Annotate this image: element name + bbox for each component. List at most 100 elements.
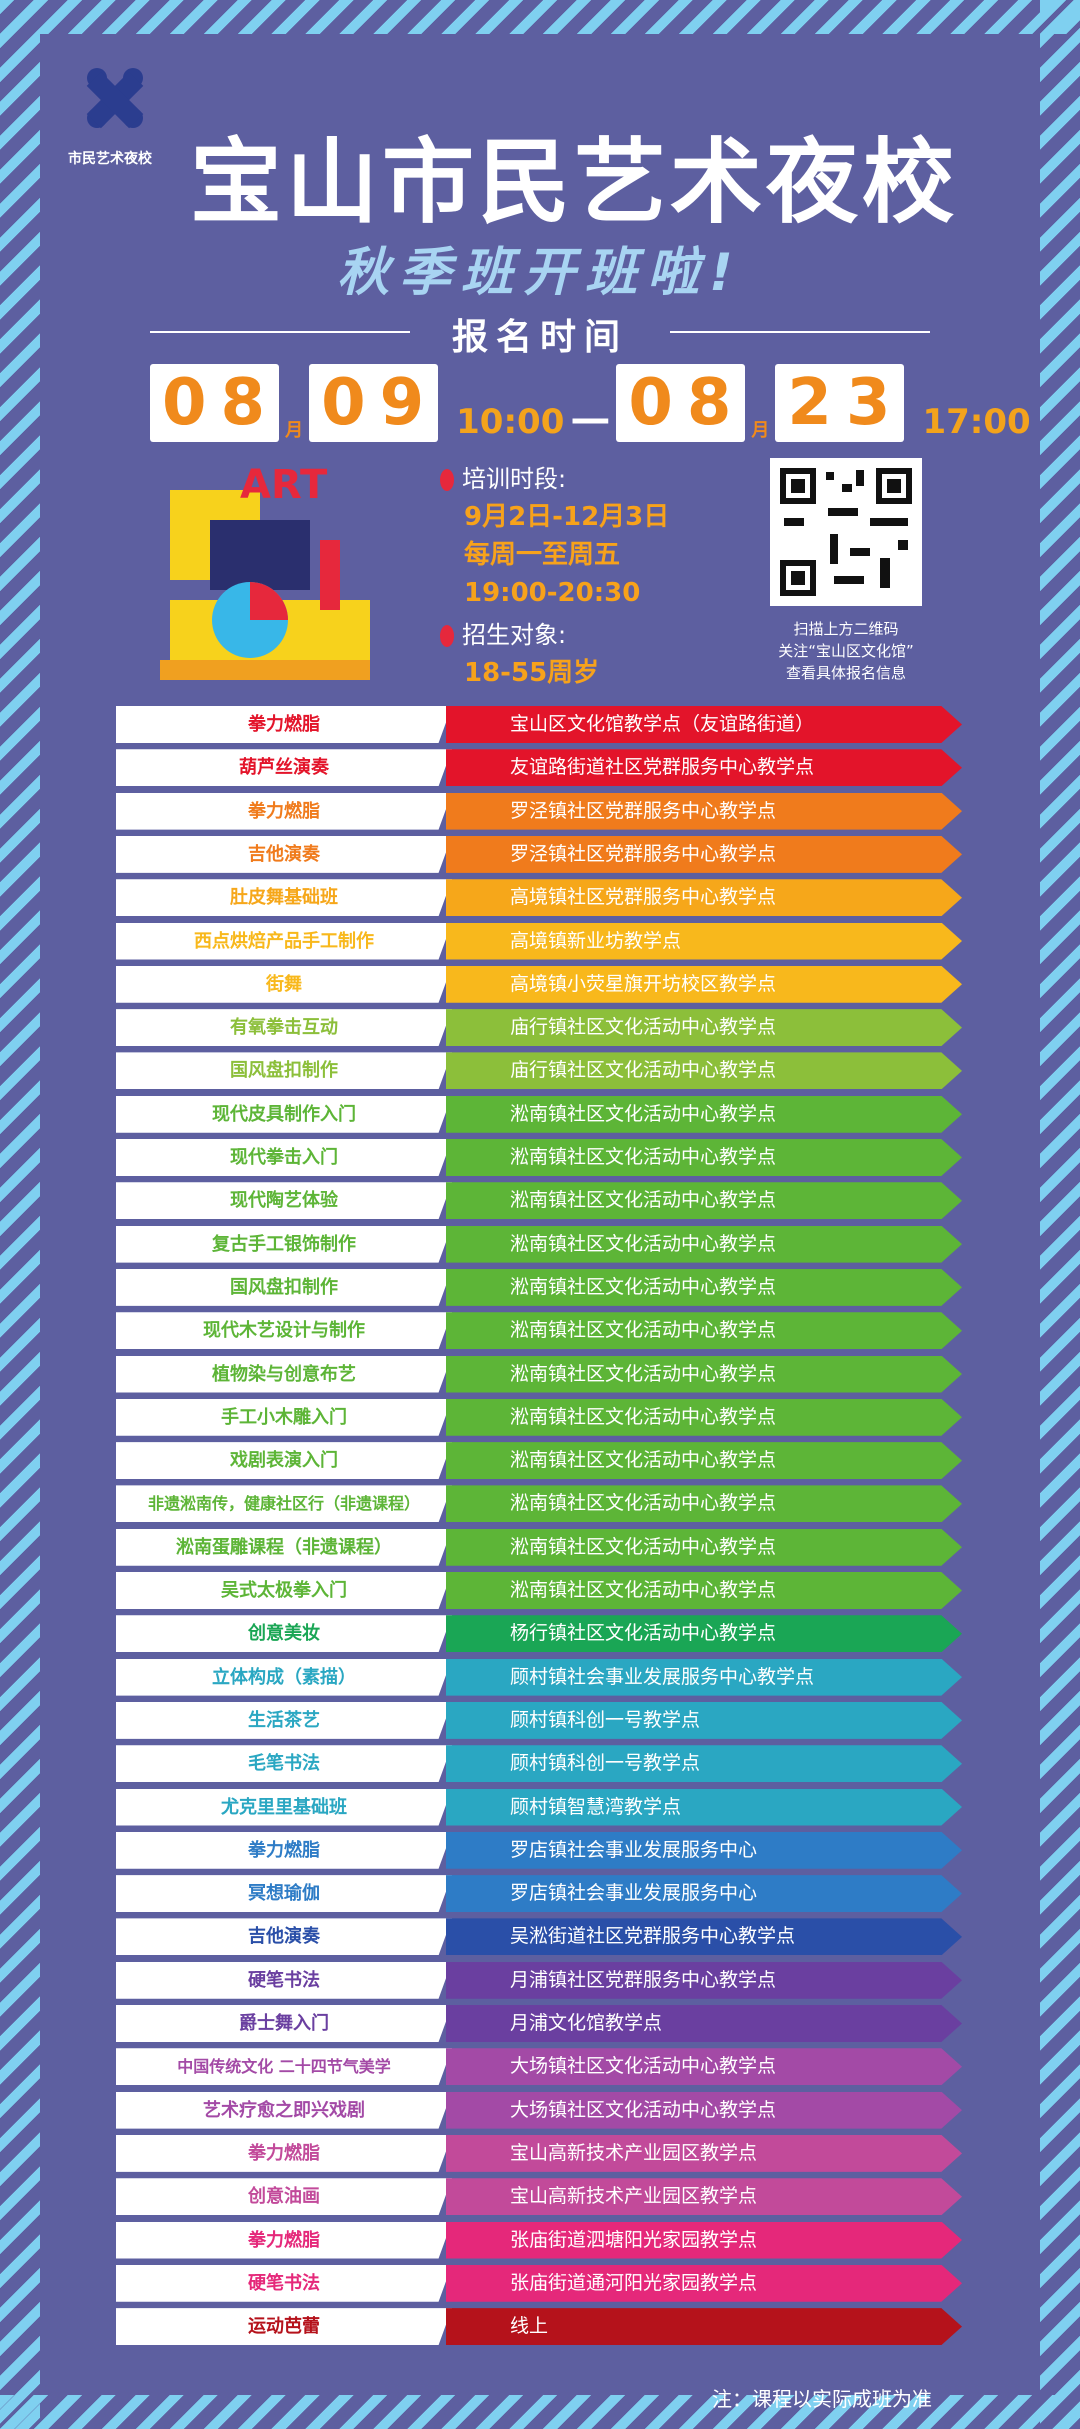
- course-name: 现代陶艺体验: [116, 1182, 452, 1220]
- course-location: 月浦文化馆教学点: [446, 2005, 962, 2042]
- subtitle: 秋季班开班啦!: [337, 243, 743, 303]
- course-name: 硬笔书法: [116, 1961, 452, 1999]
- registration-label: 报名时间: [451, 317, 628, 358]
- title: 宝山市民艺术夜校: [190, 129, 959, 236]
- qr-code: [770, 458, 922, 606]
- border-stripe: [0, 0, 1080, 34]
- course-location: 淞南镇社区文化活动中心教学点: [446, 1312, 962, 1350]
- border-stripe: [1040, 0, 1080, 2429]
- course-name: 拳力燃脂: [116, 2134, 452, 2172]
- divider: [150, 331, 410, 333]
- course-name: 立体构成（素描）: [116, 1658, 452, 1696]
- course-location: 宝山高新技术产业园区教学点: [446, 2178, 962, 2216]
- course-location: 淞南镇社区文化活动中心教学点: [446, 1528, 962, 1566]
- period-label: 培训时段:: [462, 465, 567, 493]
- course-location: 淞南镇社区文化活动中心教学点: [446, 1355, 962, 1393]
- course-location: 顾村镇科创一号教学点: [446, 1701, 962, 1739]
- course-name: 拳力燃脂: [116, 2221, 452, 2259]
- course-name: 现代木艺设计与制作: [116, 1312, 452, 1350]
- course-name: 创意油画: [116, 2178, 452, 2216]
- course-name: 街舞: [116, 965, 452, 1003]
- course-name: 拳力燃脂: [116, 792, 452, 830]
- art-text: ART: [240, 462, 328, 508]
- course-location: 淞南镇社区文化活动中心教学点: [446, 1182, 962, 1220]
- qr-caption-line: 关注“宝山区文化馆”: [778, 642, 914, 660]
- course-location: 罗泾镇社区党群服务中心教学点: [446, 792, 962, 830]
- course-location: 杨行镇社区文化活动中心教学点: [446, 1615, 962, 1653]
- course-location: 宝山高新技术产业园区教学点: [446, 2134, 962, 2172]
- course-location: 淞南镇社区文化活动中心教学点: [446, 1572, 962, 1609]
- course-location: 淞南镇社区文化活动中心教学点: [446, 1485, 962, 1523]
- course-location: 宝山区文化馆教学点（友谊路街道）: [446, 706, 962, 743]
- target-label: 招生对象:: [462, 621, 567, 649]
- period-time: 19:00-20:30: [464, 578, 641, 608]
- footer-note: 注：课程以实际成班为准: [712, 2387, 932, 2411]
- course-name: 淞南蛋雕课程（非遗课程）: [116, 1528, 452, 1566]
- period-dates: 9月2日-12月3日: [464, 502, 670, 532]
- course-location: 淞南镇社区文化活动中心教学点: [446, 1442, 962, 1480]
- course-name: 生活茶艺: [116, 1701, 452, 1739]
- date-digits: 08: [616, 364, 746, 442]
- divider: [670, 331, 930, 333]
- course-location: 淞南镇社区文化活动中心教学点: [446, 1398, 962, 1436]
- course-name: 中国传统文化 二十四节气美学: [116, 2048, 452, 2086]
- course-name: 复古手工银饰制作: [116, 1225, 452, 1263]
- period-days: 每周一至周五: [464, 540, 621, 570]
- course-location: 大场镇社区文化活动中心教学点: [446, 2048, 962, 2086]
- course-name: 西点烘焙产品手工制作: [116, 922, 452, 960]
- course-location: 高境镇社区党群服务中心教学点: [446, 879, 962, 917]
- course-name: 国风盘扣制作: [116, 1268, 452, 1306]
- date-unit: 月: [751, 420, 770, 441]
- course-name: 硬笔书法: [116, 2264, 452, 2302]
- course-name: 肚皮舞基础班: [116, 879, 452, 917]
- course-name: 吉他演奏: [116, 835, 452, 873]
- course-location: 罗店镇社会事业发展服务中心: [446, 1875, 962, 1913]
- border-stripe: [0, 2395, 1080, 2429]
- course-location: 淞南镇社区文化活动中心教学点: [446, 1095, 962, 1133]
- course-name: 手工小木雕入门: [116, 1398, 452, 1436]
- course-location: 庙行镇社区文化活动中心教学点: [446, 1009, 962, 1047]
- course-name: 运动芭蕾: [116, 2308, 452, 2346]
- course-location: 淞南镇社区文化活动中心教学点: [446, 1139, 962, 1176]
- course-location: 高境镇新业坊教学点: [446, 922, 962, 960]
- course-name: 现代拳击入门: [116, 1139, 452, 1176]
- course-location: 罗泾镇社区党群服务中心教学点: [446, 835, 962, 873]
- time: 10:00: [456, 402, 565, 442]
- course-name: 爵士舞入门: [116, 2005, 452, 2042]
- date-digits: 23: [775, 364, 905, 442]
- date-digits: 09: [309, 364, 439, 442]
- qr-caption-line: 扫描上方二维码: [793, 620, 899, 638]
- course-name: 冥想瑜伽: [116, 1875, 452, 1913]
- logo-text: 市民艺术夜校: [68, 151, 152, 167]
- course-location: 罗店镇社会事业发展服务中心: [446, 1831, 962, 1869]
- date-unit: 月: [285, 420, 304, 441]
- course-location: 吴淞街道社区党群服务中心教学点: [446, 1918, 962, 1956]
- course-name: 葫芦丝演奏: [116, 749, 452, 787]
- course-name: 非遗淞南传，健康社区行（非遗课程）: [116, 1485, 452, 1523]
- dash: —: [570, 396, 611, 442]
- course-location: 淞南镇社区文化活动中心教学点: [446, 1225, 962, 1263]
- border-stripe: [0, 0, 40, 2429]
- course-location: 庙行镇社区文化活动中心教学点: [446, 1052, 962, 1090]
- course-location: 高境镇小荧星旗开坊校区教学点: [446, 965, 962, 1003]
- course-location: 淞南镇社区文化活动中心教学点: [446, 1268, 962, 1306]
- info-block: 培训时段: 9月2日-12月3日 每周一至周五 19:00-20:30 招生对象…: [440, 460, 669, 692]
- qr-caption: 扫描上方二维码 关注“宝山区文化馆” 查看具体报名信息: [740, 618, 952, 684]
- info-label: 招生对象:: [440, 616, 669, 654]
- course-name: 植物染与创意布艺: [116, 1355, 452, 1393]
- course-location: 大场镇社区文化活动中心教学点: [446, 2091, 962, 2129]
- course-location: 友谊路街道社区党群服务中心教学点: [446, 749, 962, 787]
- course-name: 戏剧表演入门: [116, 1442, 452, 1480]
- course-location: 顾村镇智慧湾教学点: [446, 1788, 962, 1826]
- target-age: 18-55周岁: [464, 658, 600, 688]
- logo: [86, 68, 144, 129]
- course-name: 拳力燃脂: [116, 1831, 452, 1869]
- course-location: 张庙街道泗塘阳光家园教学点: [446, 2221, 962, 2259]
- qr-caption-line: 查看具体报名信息: [785, 664, 906, 682]
- course-name: 国风盘扣制作: [116, 1052, 452, 1090]
- info-label: 培训时段:: [440, 460, 669, 498]
- course-name: 现代皮具制作入门: [116, 1095, 452, 1133]
- course-name: 吴式太极拳入门: [116, 1572, 452, 1609]
